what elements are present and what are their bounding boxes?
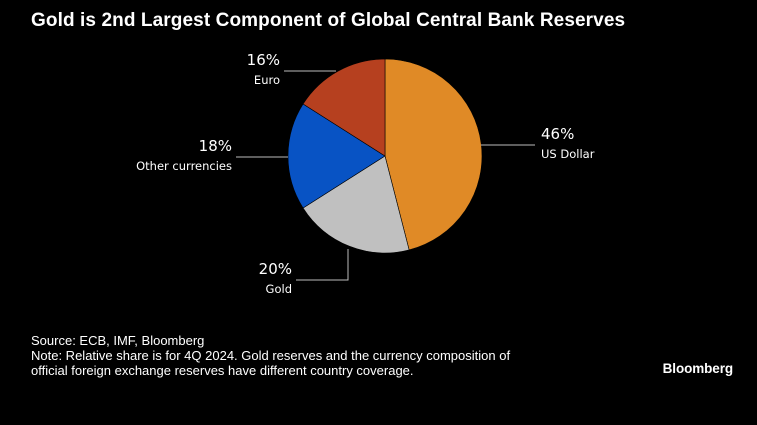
chart-title: Gold is 2nd Largest Component of Global …	[31, 10, 626, 31]
pie-slice-other-currencies	[287, 103, 386, 209]
pie-slice-us-dollar	[384, 58, 483, 251]
bloomberg-logo: Bloomberg	[662, 361, 733, 376]
slice-label-gold: Gold	[266, 282, 292, 296]
slice-value-other-currencies: 18%	[199, 137, 232, 155]
pie-slice-gold	[302, 155, 410, 254]
pie-slices	[287, 58, 483, 254]
slice-label-euro: Euro	[254, 73, 280, 87]
slice-value-us-dollar: 46%	[541, 125, 574, 143]
source-note: Source: ECB, IMF, Bloomberg	[31, 333, 205, 348]
slice-label-us-dollar: US Dollar	[541, 147, 595, 161]
pie-slice-euro	[302, 58, 386, 157]
slice-value-euro: 16%	[247, 51, 280, 69]
leader-line-gold	[296, 249, 349, 281]
slice-value-gold: 20%	[259, 260, 292, 278]
slice-label-other-currencies: Other currencies	[136, 159, 232, 173]
note-line-1: Note: Relative share is for 4Q 2024. Gol…	[31, 348, 511, 363]
note-line-2: official foreign exchange reserves have …	[31, 363, 414, 378]
footnotes: Source: ECB, IMF, Bloomberg Note: Relati…	[31, 333, 510, 378]
